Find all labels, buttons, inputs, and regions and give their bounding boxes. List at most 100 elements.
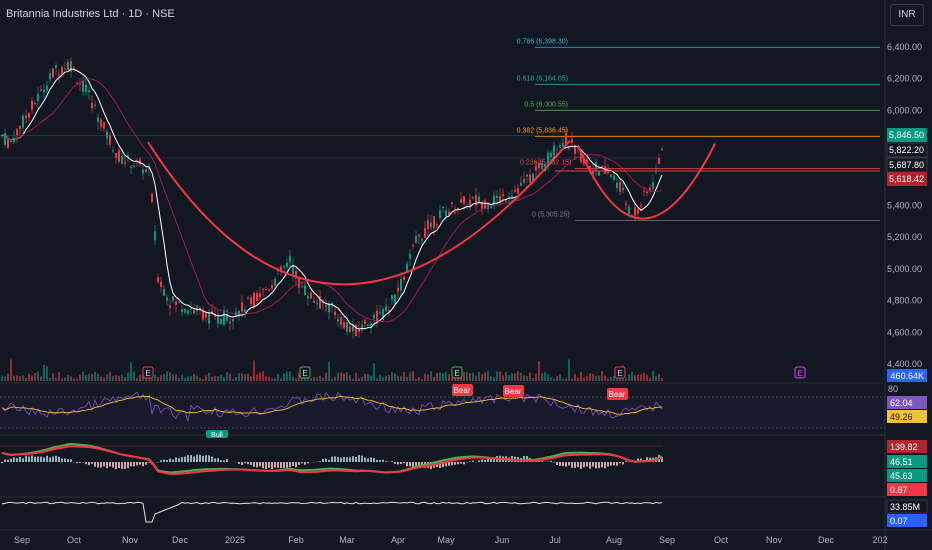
candle-body — [280, 266, 282, 272]
volume-bar — [265, 376, 267, 381]
candle-body — [58, 74, 60, 76]
macd-histogram-bar — [373, 458, 375, 462]
volume-bar — [439, 372, 441, 381]
price-axis-label: 6,400.00 — [887, 42, 922, 52]
candle-body — [175, 301, 177, 305]
volume-bar — [25, 377, 27, 381]
volume-bar — [136, 377, 138, 381]
volume-bar — [7, 373, 9, 381]
macd-histogram-bar — [217, 458, 219, 462]
candle-body — [532, 173, 534, 183]
volume-bar — [172, 374, 174, 381]
price-tag-label: 5,822.20 — [889, 145, 924, 155]
macd-histogram-bar — [358, 455, 360, 462]
candle-body — [43, 89, 45, 93]
candle-body — [643, 190, 645, 192]
macd-histogram-bar — [166, 460, 168, 462]
volume-bar — [43, 364, 45, 381]
rsi-value-tag — [887, 396, 927, 409]
candle-body — [244, 309, 246, 313]
macd-histogram-bar — [394, 462, 396, 464]
volume-bar — [583, 377, 585, 381]
candle-body — [10, 141, 12, 143]
candle-body — [586, 159, 588, 164]
macd-histogram-bar — [289, 462, 291, 468]
macd-histogram-bar — [571, 462, 573, 468]
volume-bar — [160, 375, 162, 381]
price-axis-label: 4,600.00 — [887, 327, 922, 337]
macd-histogram-bar — [70, 459, 72, 462]
macd-histogram-bar — [541, 461, 543, 462]
macd-histogram-bar — [259, 462, 261, 467]
time-axis-label: May — [437, 535, 455, 545]
macd-histogram-bar — [193, 456, 195, 462]
macd-histogram-bar — [46, 455, 48, 462]
macd-histogram-bar — [139, 462, 141, 465]
macd-histogram-bar — [64, 458, 66, 462]
macd-histogram-bar — [88, 462, 90, 466]
macd-histogram-bar — [493, 457, 495, 462]
bull-signal-badge — [206, 430, 228, 438]
volume-bar — [208, 372, 210, 381]
candle-body — [517, 187, 519, 194]
macd-histogram-bar — [85, 462, 87, 465]
earnings-label: E — [302, 369, 307, 378]
macd-histogram-bar — [220, 460, 222, 462]
macd-histogram-bar — [565, 462, 567, 467]
macd-histogram-bar — [49, 457, 51, 462]
time-axis-label: Nov — [122, 535, 139, 545]
candle-body — [55, 64, 57, 68]
macd-histogram-bar — [169, 458, 171, 462]
volume-bar — [505, 371, 507, 381]
macd-histogram-bar — [322, 458, 324, 462]
volume-bar — [508, 375, 510, 381]
volume-bar — [124, 377, 126, 381]
candle-body — [76, 82, 78, 84]
volume-bar — [598, 375, 600, 381]
candle-body — [49, 73, 51, 80]
volume-bar — [355, 372, 357, 381]
macd-histogram-bar — [349, 457, 351, 462]
volume-bar — [4, 376, 6, 381]
volume-bar — [565, 378, 567, 381]
candle-body — [205, 311, 207, 318]
volume-bar — [346, 372, 348, 381]
candle-body — [343, 322, 345, 328]
volume-bar — [487, 371, 489, 381]
moving-average-slow — [1, 78, 663, 323]
macd-histogram-bar — [190, 455, 192, 462]
volume-bar — [472, 372, 474, 381]
macd-histogram-bar — [271, 462, 273, 470]
candle-body — [82, 80, 84, 93]
macd-histogram-bar — [121, 462, 123, 469]
candle-body — [283, 266, 285, 268]
volume-bar — [406, 376, 408, 381]
bull-signal-label: Bull — [211, 432, 223, 439]
macd-histogram-bar — [22, 458, 24, 462]
macd-histogram-bar — [538, 460, 540, 462]
macd-histogram-bar — [124, 462, 126, 470]
volume-bar — [319, 375, 321, 381]
candle-body — [154, 231, 156, 241]
volume-bar — [658, 373, 660, 381]
candle-body — [490, 206, 492, 208]
macd-histogram-bar — [34, 456, 36, 462]
time-axis-label: Jun — [495, 535, 510, 545]
volume-bar — [154, 374, 156, 381]
macd-histogram-bar — [58, 456, 60, 462]
volume-bar — [589, 373, 591, 381]
candle-body — [439, 210, 441, 219]
volume-bar — [130, 362, 132, 381]
price-tag — [887, 172, 927, 186]
earnings-label: E — [145, 369, 150, 378]
candle-body — [259, 293, 261, 298]
volume-bar — [289, 371, 291, 381]
macd-histogram-bar — [115, 462, 117, 470]
volume-bar — [412, 371, 414, 381]
volume-bar — [175, 374, 177, 381]
time-axis-label: 202 — [872, 535, 887, 545]
volume-bar — [226, 372, 228, 381]
candle-body — [196, 305, 198, 312]
currency-button[interactable]: INR — [890, 4, 924, 26]
